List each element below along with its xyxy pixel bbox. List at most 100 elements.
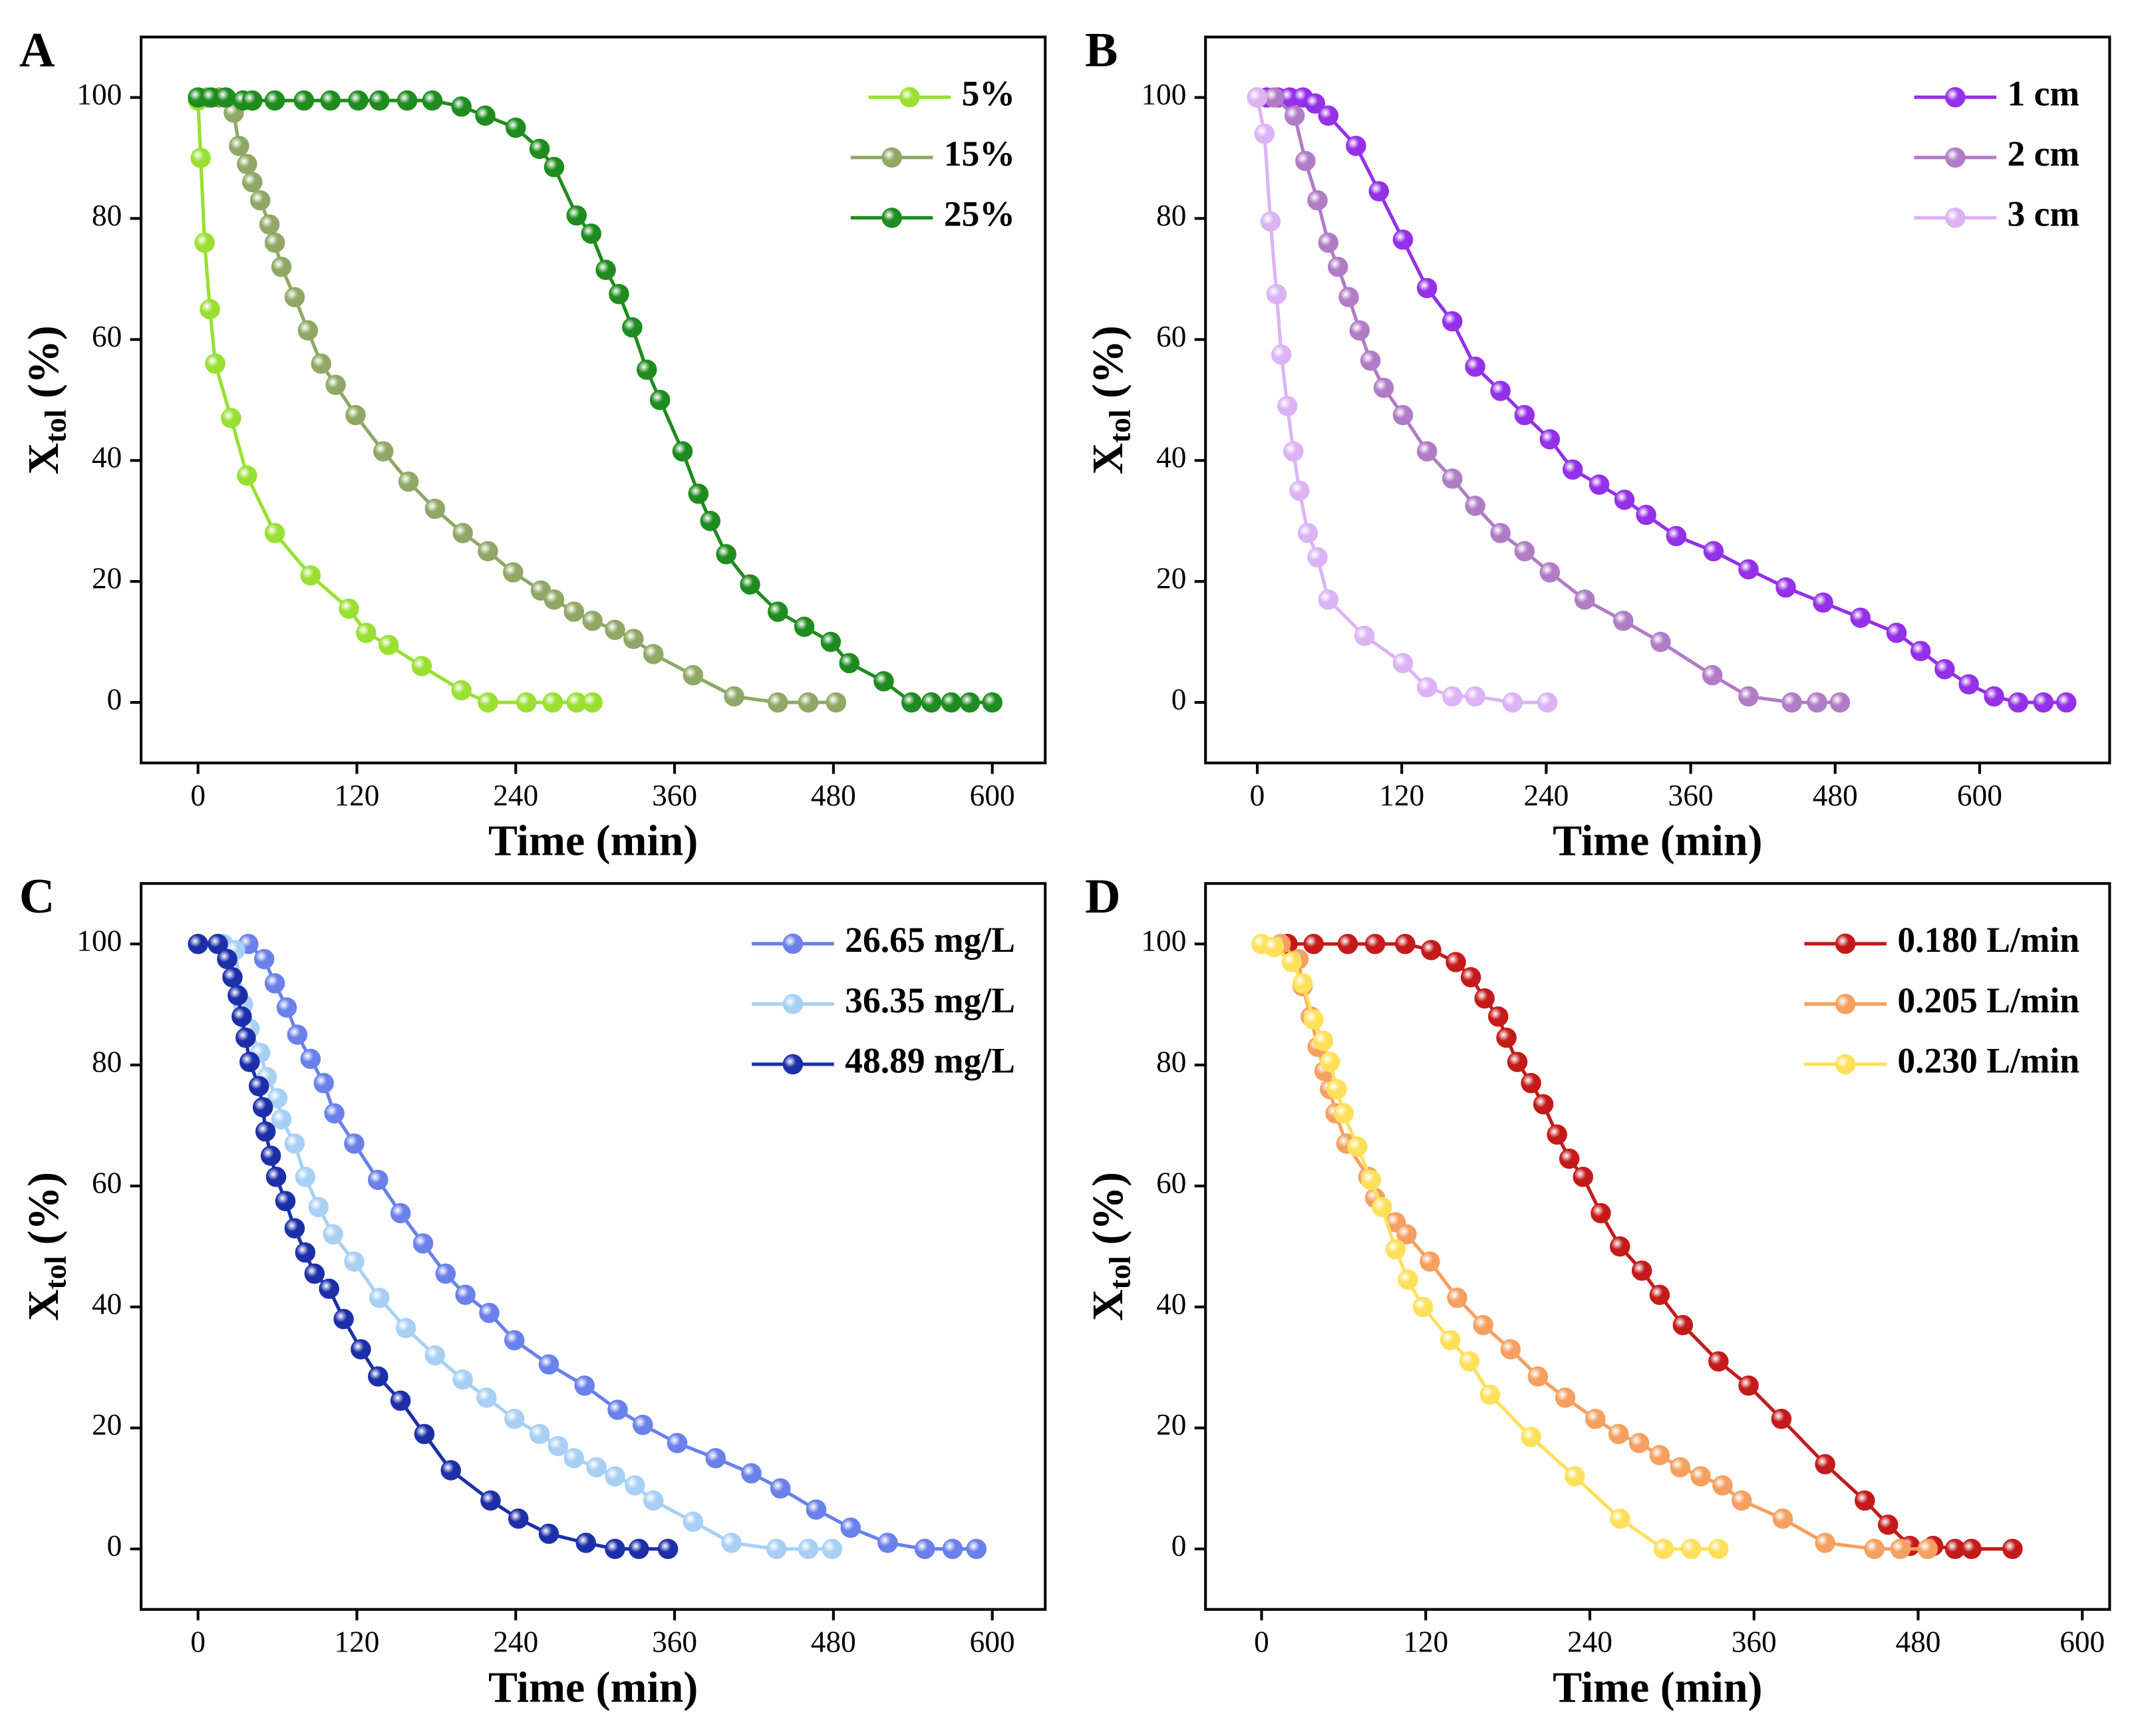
data-point	[768, 601, 788, 622]
data-point	[1585, 1408, 1606, 1429]
data-point	[582, 692, 603, 713]
x-tick-label: 360	[1732, 1626, 1777, 1659]
y-tick-label: 20	[1156, 1408, 1186, 1441]
x-tick-label: 360	[652, 1626, 697, 1659]
x-tick-label: 240	[1567, 1626, 1612, 1659]
data-point	[284, 287, 305, 307]
data-point	[267, 1087, 288, 1109]
data-point	[1420, 1251, 1440, 1272]
y-tick-label: 80	[1156, 199, 1186, 232]
legend-label: 25%	[944, 194, 1015, 234]
legend-label: 36.35 mg/L	[845, 980, 1015, 1020]
x-tick-label: 240	[493, 779, 538, 812]
data-point	[1303, 933, 1324, 954]
plot-frame	[140, 882, 1047, 1611]
data-point	[276, 997, 297, 1018]
legend-swatch-marker	[1835, 1054, 1856, 1075]
data-point	[2033, 692, 2054, 713]
x-tick-label: 480	[811, 1626, 856, 1659]
data-point	[508, 1509, 529, 1529]
data-point	[200, 299, 220, 320]
y-tick-label: 60	[92, 1166, 122, 1199]
data-point	[242, 172, 263, 193]
data-point	[1886, 623, 1907, 643]
data-point	[293, 90, 315, 111]
data-point	[1392, 229, 1414, 250]
data-point	[820, 631, 842, 652]
data-point	[1360, 350, 1381, 371]
data-point	[806, 1499, 827, 1520]
data-point	[1416, 677, 1438, 698]
legend-swatch-marker	[899, 86, 920, 108]
data-point	[368, 1169, 388, 1191]
y-label-unit: (%)	[19, 1172, 68, 1245]
data-point	[452, 1369, 473, 1390]
data-point	[1349, 320, 1370, 341]
legend-swatch-marker	[881, 208, 902, 228]
data-point	[1781, 692, 1802, 713]
data-point	[1373, 377, 1394, 398]
data-point	[1473, 1314, 1493, 1336]
data-point	[1318, 105, 1339, 126]
y-tick-label: 100	[1141, 925, 1186, 958]
data-point	[284, 1218, 305, 1238]
data-point	[700, 511, 721, 531]
data-point	[1650, 631, 1671, 652]
y-tick-label: 80	[92, 199, 122, 232]
data-point	[1442, 686, 1463, 707]
data-point	[1460, 967, 1481, 988]
data-point	[1396, 1224, 1417, 1245]
data-point	[1708, 1538, 1729, 1559]
data-point	[1807, 692, 1827, 713]
data-point	[1575, 589, 1595, 610]
data-point	[1609, 1236, 1630, 1257]
data-point	[839, 652, 859, 674]
data-point	[1815, 1532, 1835, 1553]
legend-swatch-marker	[782, 933, 804, 954]
data-point	[1502, 692, 1523, 713]
data-point	[259, 214, 280, 235]
data-point	[1247, 87, 1268, 108]
data-point	[237, 154, 257, 174]
x-tick-label: 480	[1813, 779, 1858, 812]
y-label-sub: tol	[39, 409, 73, 442]
data-point	[412, 1233, 434, 1254]
data-point	[231, 1006, 252, 1027]
data-point	[506, 117, 526, 138]
data-point	[1738, 686, 1759, 707]
data-point	[351, 1339, 371, 1360]
legend-swatch-marker	[1945, 208, 1966, 228]
data-point	[1521, 1073, 1541, 1093]
data-point	[271, 1109, 292, 1130]
data-point	[1533, 1094, 1554, 1115]
data-point	[766, 1538, 787, 1559]
x-axis-label: Time (min)	[1553, 1663, 1762, 1711]
x-tick-label: 0	[190, 1626, 206, 1659]
x-tick-label: 120	[334, 1626, 379, 1659]
data-point	[1573, 1167, 1593, 1187]
data-point	[190, 148, 211, 168]
data-point	[324, 1103, 345, 1124]
data-point	[877, 1532, 898, 1553]
data-point	[248, 1076, 269, 1097]
data-point	[260, 1145, 281, 1166]
data-point	[768, 692, 788, 713]
data-point	[1559, 1148, 1580, 1169]
data-point	[683, 1511, 704, 1532]
data-point	[229, 136, 249, 156]
data-point	[1829, 692, 1851, 713]
data-point	[373, 441, 394, 462]
y-label-sub: tol	[39, 1256, 73, 1289]
data-point	[398, 471, 419, 492]
data-point	[1266, 283, 1287, 305]
data-point	[323, 1224, 343, 1245]
panel-label: C	[19, 869, 55, 924]
data-point	[914, 1538, 935, 1559]
data-point	[2056, 692, 2077, 713]
data-point	[1703, 541, 1724, 561]
data-point	[1338, 287, 1359, 307]
x-tick-label: 600	[2060, 1626, 2105, 1659]
data-point	[368, 1366, 388, 1387]
data-point	[1263, 937, 1285, 958]
data-point	[1307, 547, 1328, 568]
